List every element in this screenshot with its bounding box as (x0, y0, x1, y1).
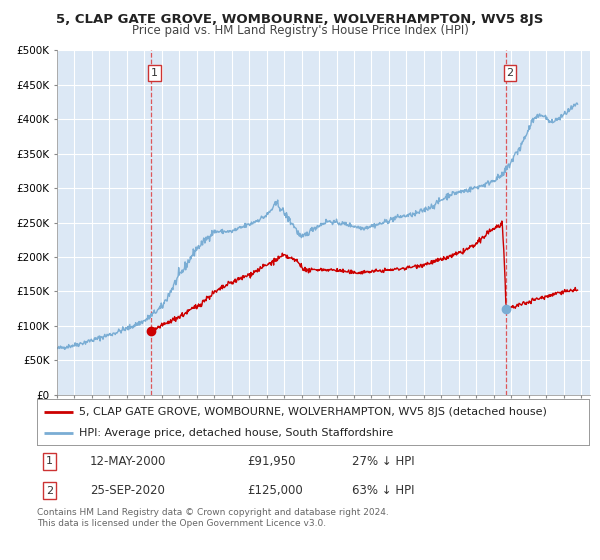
Text: HPI: Average price, detached house, South Staffordshire: HPI: Average price, detached house, Sout… (79, 428, 393, 438)
Text: 1: 1 (151, 68, 158, 78)
Text: 2: 2 (46, 486, 53, 496)
Text: £125,000: £125,000 (247, 484, 303, 497)
Text: 5, CLAP GATE GROVE, WOMBOURNE, WOLVERHAMPTON, WV5 8JS (detached house): 5, CLAP GATE GROVE, WOMBOURNE, WOLVERHAM… (79, 407, 547, 417)
Text: Contains HM Land Registry data © Crown copyright and database right 2024.
This d: Contains HM Land Registry data © Crown c… (37, 508, 389, 528)
Text: £91,950: £91,950 (247, 455, 295, 468)
Text: 1: 1 (46, 456, 53, 466)
Text: Price paid vs. HM Land Registry's House Price Index (HPI): Price paid vs. HM Land Registry's House … (131, 24, 469, 36)
Text: 27% ↓ HPI: 27% ↓ HPI (352, 455, 415, 468)
Text: 12-MAY-2000: 12-MAY-2000 (89, 455, 166, 468)
Text: 5, CLAP GATE GROVE, WOMBOURNE, WOLVERHAMPTON, WV5 8JS: 5, CLAP GATE GROVE, WOMBOURNE, WOLVERHAM… (56, 13, 544, 26)
Text: 25-SEP-2020: 25-SEP-2020 (89, 484, 164, 497)
Text: 63% ↓ HPI: 63% ↓ HPI (352, 484, 415, 497)
Text: 2: 2 (506, 68, 514, 78)
